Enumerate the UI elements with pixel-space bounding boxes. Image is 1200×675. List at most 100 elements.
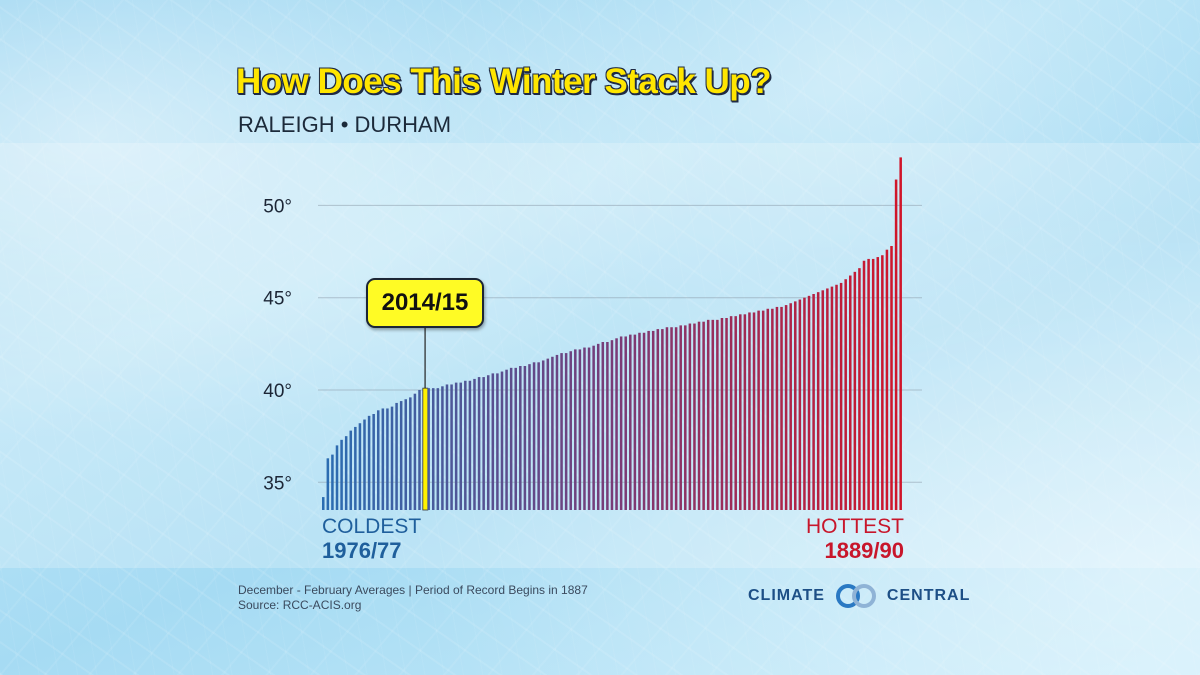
bar <box>606 342 609 510</box>
bar <box>807 295 811 510</box>
bar <box>693 323 696 510</box>
bar <box>445 384 449 510</box>
bar <box>578 349 582 510</box>
bar <box>450 384 453 510</box>
bar <box>812 294 815 510</box>
bar <box>349 430 353 510</box>
bar <box>642 332 646 510</box>
bar <box>665 327 669 510</box>
bar <box>519 366 522 510</box>
bar <box>780 306 783 510</box>
bar <box>881 255 884 510</box>
y-tick-label: 45° <box>263 289 292 310</box>
bar <box>633 334 637 510</box>
bar <box>688 323 692 510</box>
hottest-label: HOTTEST <box>806 515 904 538</box>
bar <box>862 260 866 510</box>
bar <box>766 308 770 510</box>
bar <box>853 271 857 510</box>
bar <box>486 375 490 510</box>
coldest-label: COLDEST <box>322 515 421 538</box>
bar <box>372 414 375 510</box>
bar <box>376 410 380 510</box>
bar <box>752 312 756 510</box>
bar <box>431 388 435 510</box>
bar <box>500 371 504 510</box>
bar <box>386 408 389 510</box>
bar <box>331 454 334 510</box>
bar <box>761 310 765 510</box>
bar <box>541 360 545 510</box>
bar <box>528 364 531 510</box>
chart-subtitle: RALEIGH • DURHAM <box>238 112 452 137</box>
bar <box>651 330 655 510</box>
bar <box>757 310 760 510</box>
bar <box>532 362 536 510</box>
bar <box>876 257 880 510</box>
hottest-year: 1889/90 <box>824 538 904 563</box>
bar <box>509 367 513 510</box>
bar <box>560 353 563 510</box>
logo-text-left: CLIMATE <box>748 587 825 604</box>
bar <box>674 327 678 510</box>
bar <box>656 329 660 510</box>
bar <box>555 354 559 510</box>
bar <box>826 288 829 510</box>
bar <box>358 423 362 510</box>
bar <box>381 408 385 510</box>
bar <box>354 426 357 510</box>
bar <box>729 316 733 510</box>
bar <box>601 342 605 510</box>
highlight-bar <box>422 387 429 511</box>
bar <box>711 319 715 510</box>
bar <box>679 325 682 510</box>
bar <box>464 380 467 510</box>
bar <box>720 318 724 510</box>
y-tick-label: 50° <box>263 196 292 217</box>
bar <box>894 179 898 511</box>
bar <box>638 332 641 510</box>
bar <box>670 327 673 510</box>
bar <box>702 321 705 510</box>
bar <box>830 286 834 510</box>
highlight-label: 2014/15 <box>381 289 469 316</box>
bar <box>454 382 458 510</box>
bar <box>413 393 417 510</box>
bar <box>569 351 572 510</box>
bar <box>803 297 806 510</box>
bar <box>725 318 728 510</box>
bar <box>459 382 463 510</box>
bar <box>839 282 843 510</box>
highlight-callout: 2014/15 <box>366 278 484 328</box>
bar <box>890 246 893 510</box>
bar <box>610 340 614 510</box>
bar <box>743 314 747 510</box>
bar <box>794 301 797 510</box>
bar <box>395 402 398 510</box>
footnote-source: Source: RCC-ACIS.org <box>238 598 362 612</box>
bar <box>871 258 875 510</box>
y-tick-label: 40° <box>263 381 292 402</box>
logo-rings-icon <box>835 584 876 608</box>
bar <box>885 249 889 510</box>
bar <box>706 319 710 510</box>
bar <box>784 305 788 510</box>
bar <box>404 399 408 510</box>
bar <box>771 308 774 510</box>
bar <box>564 353 568 510</box>
bar <box>619 336 623 510</box>
bar <box>615 338 618 510</box>
bar <box>899 157 902 510</box>
bar <box>551 356 554 510</box>
bar <box>441 386 444 510</box>
bar <box>844 279 847 510</box>
bar <box>849 275 852 510</box>
bar <box>587 347 591 510</box>
bar <box>322 497 325 510</box>
bar <box>583 347 586 510</box>
bar <box>647 330 650 510</box>
bar <box>697 321 701 510</box>
bar <box>418 390 421 510</box>
